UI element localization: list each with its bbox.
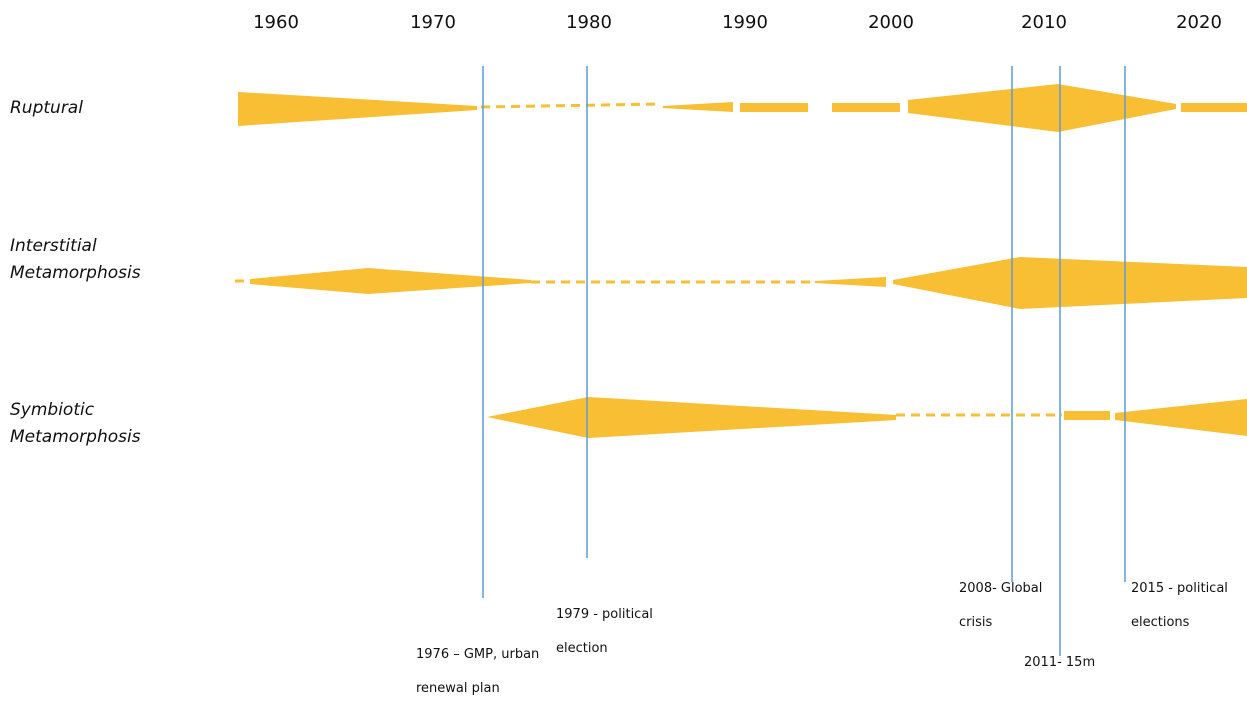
year-label-2000: 2000 <box>868 12 914 33</box>
event-label-line: election <box>556 641 608 656</box>
event-label-2008: 2008- Global crisis <box>959 563 1042 648</box>
row-label-line: Metamorphosis <box>10 263 141 283</box>
ruptural-dash <box>480 102 661 109</box>
row-label-line: Interstitial <box>10 236 97 256</box>
symbiotic-band-3 <box>1115 399 1247 436</box>
row-label-interstitial: Interstitial Metamorphosis <box>10 233 141 287</box>
timeline-bands-svg <box>235 66 1247 656</box>
row-label-line: Metamorphosis <box>10 427 141 447</box>
event-label-line: crisis <box>959 615 993 630</box>
year-label-1970: 1970 <box>410 12 456 33</box>
timeline-diagram: 1960 1970 1980 1990 2000 2010 2020 Ruptu… <box>10 12 1247 696</box>
year-label-1990: 1990 <box>722 12 768 33</box>
event-label-2015: 2015 - political elections <box>1131 563 1228 648</box>
event-label-1979: 1979 - political election <box>556 589 653 674</box>
event-label-line: 1979 - political <box>556 607 653 622</box>
year-label-1960: 1960 <box>253 12 299 33</box>
ruptural-band-4 <box>832 103 900 112</box>
interstitial-band-2 <box>815 277 886 287</box>
ruptural-band-2 <box>663 102 733 112</box>
ruptural-band-1 <box>238 92 477 126</box>
event-label-2011: 2011- 15m <box>1024 637 1095 688</box>
event-label-line: renewal plan <box>416 681 500 696</box>
event-label-line: 1976 – GMP, urban <box>416 647 540 662</box>
row-label-line: Ruptural <box>10 98 83 118</box>
year-label-2010: 2010 <box>1021 12 1067 33</box>
event-label-line: 2015 - political <box>1131 581 1228 596</box>
row-label-ruptural: Ruptural <box>10 95 83 122</box>
interstitial-band-3 <box>893 257 1247 309</box>
event-label-1976: 1976 – GMP, urban renewal plan <box>416 629 539 714</box>
event-label-line: 2008- Global <box>959 581 1043 596</box>
symbiotic-band-1 <box>487 397 896 438</box>
ruptural-band-5 <box>908 84 1176 132</box>
ruptural-band-6 <box>1181 103 1247 112</box>
event-label-line: elections <box>1131 615 1190 630</box>
row-label-line: Symbiotic <box>10 400 95 420</box>
ruptural-band-3 <box>740 103 808 112</box>
row-label-symbiotic: Symbiotic Metamorphosis <box>10 397 141 451</box>
interstitial-band-1 <box>250 268 531 294</box>
symbiotic-band-2 <box>1064 411 1110 420</box>
event-label-line: 2011- 15m <box>1024 655 1096 670</box>
year-label-1980: 1980 <box>566 12 612 33</box>
year-label-2020: 2020 <box>1176 12 1222 33</box>
